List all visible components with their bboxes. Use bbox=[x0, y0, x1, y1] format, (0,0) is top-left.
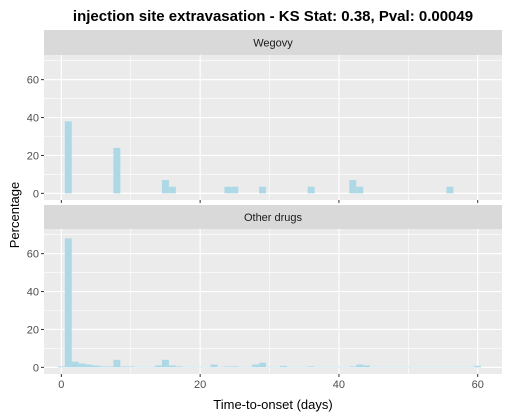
histogram-bar bbox=[279, 365, 287, 368]
facet-strip-label: Wegovy bbox=[253, 38, 293, 50]
histogram-bar bbox=[175, 366, 183, 368]
histogram-bar bbox=[99, 366, 107, 368]
histogram-bar bbox=[231, 186, 239, 194]
facet-strip-label: Other drugs bbox=[244, 212, 303, 224]
panel-background bbox=[44, 229, 502, 374]
facet-panel: Other drugs 0 20 40 60 0 20 40 60 bbox=[27, 205, 502, 391]
y-tick-label: 40 bbox=[27, 287, 39, 299]
histogram-bar bbox=[210, 364, 218, 368]
histogram-bar bbox=[349, 180, 357, 194]
histogram-bar bbox=[377, 366, 385, 368]
histogram-bar bbox=[148, 366, 156, 368]
facet-strip bbox=[44, 30, 502, 55]
histogram-bar bbox=[64, 238, 72, 368]
histogram-bar bbox=[78, 363, 86, 368]
chart-title: injection site extravasation - KS Stat: … bbox=[73, 8, 473, 25]
facet-panels: Wegovy 0 20 40 60 Other drugs 0 20 40 60 0 20 40 60 bbox=[27, 30, 502, 391]
histogram-bar bbox=[273, 366, 280, 368]
histogram-bar bbox=[231, 366, 239, 368]
histogram-bar bbox=[300, 366, 308, 368]
histogram-bar bbox=[342, 366, 350, 368]
histogram-bar bbox=[189, 366, 197, 368]
histogram-bar bbox=[224, 186, 232, 194]
y-tick-label: 60 bbox=[27, 249, 39, 261]
histogram-bar bbox=[404, 366, 412, 368]
histogram-bar bbox=[460, 366, 468, 368]
histogram-bar bbox=[134, 366, 142, 368]
histogram-bar bbox=[335, 366, 343, 368]
histogram-bar bbox=[161, 180, 169, 194]
histogram-bar bbox=[384, 366, 391, 368]
histogram-bar bbox=[370, 366, 378, 368]
histogram-bar bbox=[418, 366, 426, 368]
histogram-bar bbox=[363, 365, 371, 368]
x-tick-label: 40 bbox=[333, 379, 345, 391]
y-axis-title: Percentage bbox=[7, 182, 22, 249]
x-tick-label: 0 bbox=[58, 379, 64, 391]
histogram-bar bbox=[446, 186, 454, 194]
histogram-bar bbox=[196, 366, 204, 368]
histogram-bar bbox=[411, 366, 419, 368]
histogram-bar bbox=[203, 366, 211, 368]
histogram-bar bbox=[397, 366, 405, 368]
x-tick-label: 20 bbox=[194, 379, 206, 391]
histogram-bar bbox=[314, 366, 322, 368]
histogram-bar bbox=[328, 366, 336, 368]
histogram-bar bbox=[286, 366, 294, 368]
histogram-bar bbox=[307, 366, 315, 368]
histogram-bar bbox=[238, 366, 246, 368]
x-axis-title: Time-to-onset (days) bbox=[213, 397, 332, 412]
histogram-bar bbox=[252, 364, 260, 368]
histogram-bar bbox=[439, 366, 447, 368]
histogram-bar bbox=[127, 366, 135, 368]
histogram-bar bbox=[113, 147, 121, 194]
x-tick-label: 60 bbox=[472, 379, 484, 391]
histogram-bar bbox=[356, 364, 364, 368]
y-tick-label: 0 bbox=[33, 188, 39, 200]
histogram-bar bbox=[85, 364, 93, 368]
histogram-bar bbox=[321, 366, 329, 368]
histogram-bar bbox=[349, 366, 357, 368]
histogram-bar bbox=[217, 366, 225, 368]
histogram-bar bbox=[113, 359, 121, 368]
panel-background bbox=[44, 55, 502, 200]
histogram-bar bbox=[259, 362, 267, 368]
histogram-bar bbox=[155, 365, 162, 368]
y-tick-label: 60 bbox=[27, 75, 39, 87]
histogram-bar bbox=[446, 366, 454, 368]
histogram-bar bbox=[390, 366, 398, 368]
histogram-bar bbox=[266, 366, 273, 368]
y-tick-label: 20 bbox=[27, 150, 39, 162]
histogram-bar bbox=[293, 366, 301, 368]
facet-panel: Wegovy 0 20 40 60 bbox=[27, 30, 502, 203]
histogram-bar bbox=[224, 366, 232, 368]
histogram-bar bbox=[141, 366, 149, 368]
histogram-bar bbox=[168, 365, 176, 368]
histogram-bar bbox=[474, 365, 482, 368]
histogram-bar bbox=[57, 366, 65, 368]
histogram-bar bbox=[307, 186, 315, 194]
histogram-bar bbox=[106, 366, 114, 368]
histogram-bar bbox=[120, 366, 128, 368]
histogram-bar bbox=[432, 366, 440, 368]
y-tick-label: 0 bbox=[33, 362, 39, 374]
facet-strip bbox=[44, 205, 502, 229]
histogram-bar bbox=[92, 365, 100, 368]
histogram-bar bbox=[168, 186, 176, 194]
histogram-bar bbox=[356, 186, 364, 194]
histogram-bar bbox=[467, 366, 475, 368]
y-tick-label: 20 bbox=[27, 324, 39, 336]
histogram-bar bbox=[64, 121, 72, 194]
histogram-bar bbox=[71, 361, 79, 368]
histogram-bar bbox=[425, 366, 433, 368]
y-tick-label: 40 bbox=[27, 113, 39, 125]
histogram-bar bbox=[161, 359, 169, 368]
histogram-bar bbox=[182, 366, 190, 368]
histogram-bar bbox=[245, 366, 253, 368]
histogram-bar bbox=[259, 186, 267, 194]
histogram-bar bbox=[453, 366, 461, 368]
